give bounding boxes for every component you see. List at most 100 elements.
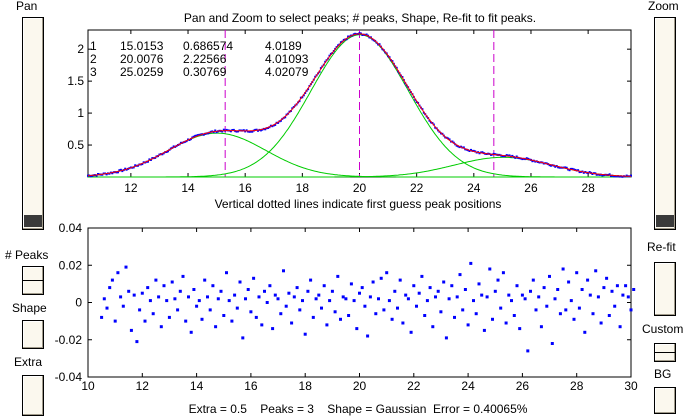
data-point [337, 44, 340, 47]
bottom-xtick-label: 10 [81, 379, 95, 393]
residual-point [184, 319, 188, 323]
data-point [577, 169, 580, 172]
data-point [147, 160, 149, 163]
data-point [141, 163, 144, 166]
residual-point [512, 314, 516, 317]
residual-point [273, 293, 277, 297]
pan-label: Pan [16, 0, 38, 13]
data-point [119, 168, 122, 171]
residual-point [583, 330, 587, 334]
data-point [447, 137, 450, 140]
zoom-slider-thumb[interactable] [656, 215, 674, 227]
custom-stepper[interactable] [654, 343, 676, 362]
data-point [451, 140, 454, 143]
bottom-plot-ticks: 10 12 14 16 18 20 22 24 26 28 30 0.04 0.02 0 -0.02 -0.0… [55, 221, 638, 393]
bottom-xtick-label: 18 [299, 379, 313, 393]
residual-point [586, 278, 590, 282]
fit-table-cell: 4.01093 [265, 52, 309, 66]
custom-stepper-divider [655, 352, 675, 353]
data-point [254, 128, 257, 131]
data-point [490, 153, 492, 156]
residual-point [444, 336, 448, 340]
residual-points [100, 261, 636, 353]
data-point [481, 151, 484, 154]
data-point [167, 150, 169, 153]
data-point [202, 133, 205, 136]
data-point [125, 168, 128, 171]
data-point [515, 155, 518, 158]
shape-slider[interactable] [22, 320, 44, 349]
zoom-slider[interactable] [654, 17, 676, 230]
data-point [267, 127, 269, 129]
residual-point [423, 314, 427, 317]
residual-point [181, 274, 185, 278]
residual-point [415, 304, 418, 308]
residual-point [173, 297, 177, 301]
residual-point [605, 276, 609, 280]
top-xtick-label: 14 [181, 181, 195, 195]
pan-slider-thumb[interactable] [24, 215, 42, 227]
residual-point [510, 299, 513, 303]
fit-table-cell: 1 [90, 39, 97, 53]
residual-point [523, 297, 527, 301]
data-point [470, 148, 472, 151]
data-point [237, 130, 239, 133]
status-line: Extra = 0.5 Peaks = 3 Shape = Gaussian E… [189, 402, 528, 416]
data-point [531, 160, 534, 163]
data-point [458, 146, 461, 149]
data-point [625, 174, 628, 177]
data-point [564, 166, 567, 169]
data-point [570, 167, 572, 170]
data-point [105, 173, 108, 176]
residual-point [537, 295, 541, 299]
peaks-stepper[interactable] [22, 266, 44, 295]
data-point [271, 125, 274, 128]
data-point [272, 124, 275, 127]
residual-point [518, 327, 522, 331]
data-point [610, 175, 612, 178]
residual-point [211, 284, 215, 288]
bottom-xtick-label: 24 [461, 379, 475, 393]
residual-point [431, 325, 435, 329]
residual-point [100, 315, 104, 319]
residual-point [311, 315, 315, 319]
top-xtick-label: 26 [524, 181, 538, 195]
data-point [117, 171, 119, 174]
bottom-xtick-label: 14 [190, 379, 204, 393]
residual-point [599, 321, 603, 325]
bottom-xtick-label: 16 [244, 379, 258, 393]
residual-point [385, 271, 389, 275]
data-point [345, 38, 348, 41]
pan-slider[interactable] [22, 17, 44, 230]
residual-point [366, 334, 370, 338]
residual-point [230, 319, 234, 323]
residual-point [425, 299, 429, 303]
residual-point [434, 295, 437, 299]
data-point [361, 34, 364, 36]
residual-point [206, 295, 209, 299]
residual-point [187, 295, 190, 299]
data-point [502, 155, 505, 158]
residual-point [284, 304, 288, 308]
fit-table-cell: 15.0153 [120, 39, 164, 53]
residual-point [442, 280, 446, 284]
residual-point [138, 308, 142, 312]
bottom-plot-axes[interactable] [87, 227, 632, 378]
data-point [274, 123, 277, 126]
data-point [172, 145, 175, 148]
data-point [251, 130, 254, 133]
bg-slider[interactable] [654, 387, 676, 414]
data-point [588, 171, 591, 173]
data-point [550, 164, 552, 167]
residual-point [485, 295, 489, 299]
data-point [192, 135, 195, 138]
residual-point [496, 278, 500, 282]
residual-point [542, 286, 546, 290]
residual-point [420, 274, 424, 278]
residual-point [488, 267, 492, 271]
data-point [601, 174, 604, 177]
refit-slider[interactable] [654, 262, 676, 316]
residual-point [159, 325, 163, 329]
guess-lines [224, 30, 495, 177]
extra-slider[interactable] [22, 375, 44, 416]
